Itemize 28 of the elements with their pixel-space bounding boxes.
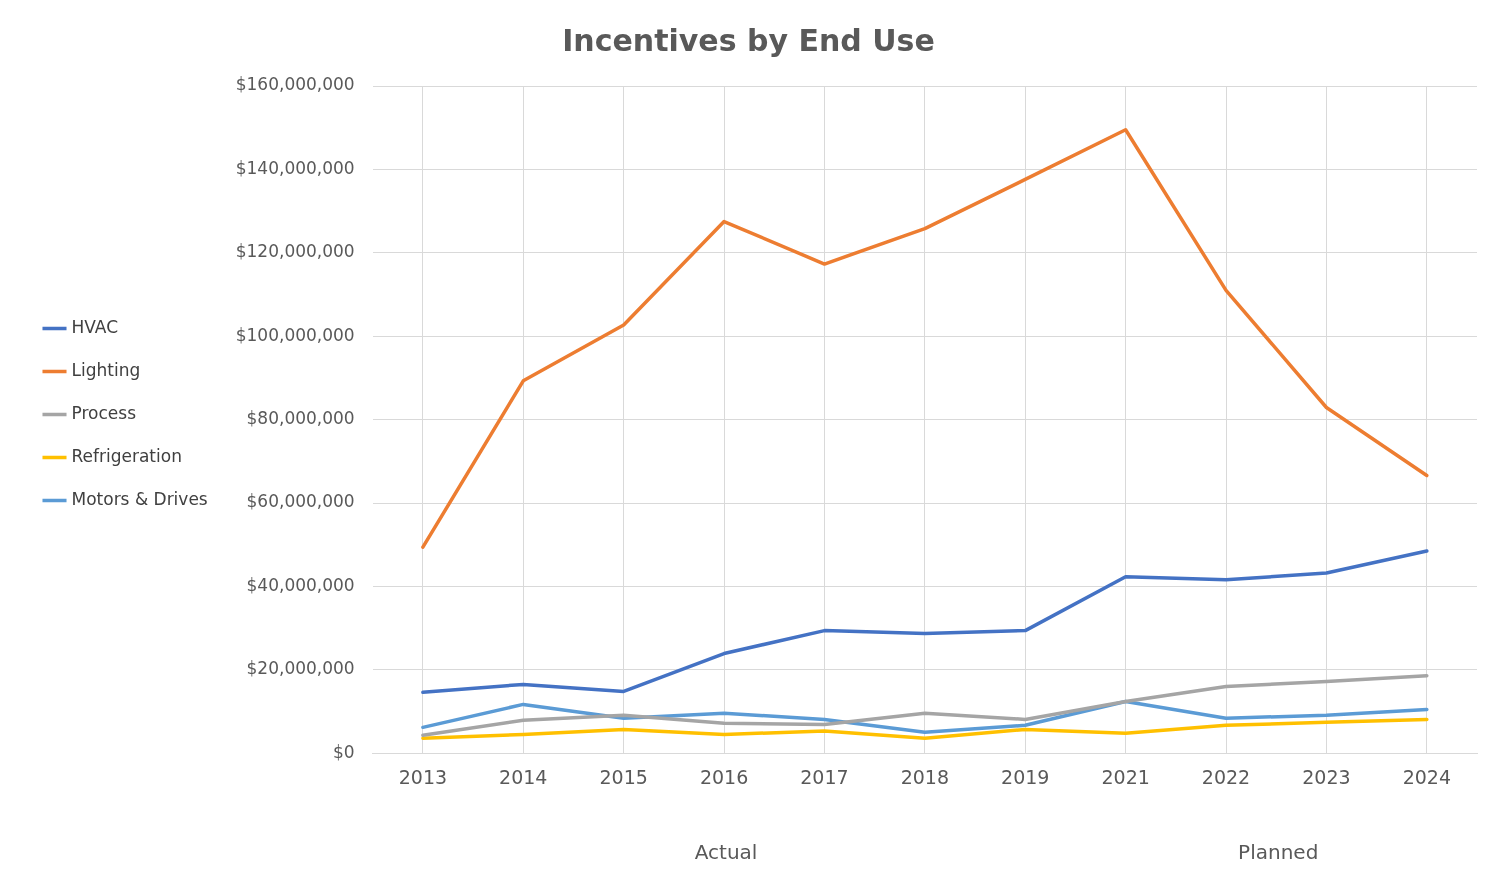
x-tick-label: 2013 [398,765,448,788]
x-tick-label: 2017 [800,765,849,788]
x-tick-label: 2015 [599,765,648,788]
x-tick-label: 2022 [1201,765,1251,788]
y-tick-label: $0 [333,741,355,762]
y-tick-label: $100,000,000 [235,324,355,345]
x-tick-label: 2014 [499,765,548,788]
x-tick-label: 2021 [1101,765,1150,788]
y-tick-label: $20,000,000 [246,658,355,679]
legend-label: Lighting [71,359,141,380]
y-tick-label: $160,000,000 [235,74,355,95]
y-tick-label: $60,000,000 [246,491,355,512]
text: Actual [694,840,758,865]
x-tick-label: 2018 [900,765,950,788]
legend-label: Motors & Drives [71,488,208,509]
x-tick-label: 2024 [1402,765,1451,788]
x-tick-label: 2023 [1302,765,1351,788]
x-tick-label: 2019 [1001,765,1050,788]
x-tick-label: 2016 [699,765,749,788]
y-tick-label: $140,000,000 [235,157,355,178]
legend-label: HVAC [71,316,119,337]
y-tick-label: $120,000,000 [235,241,355,262]
chart-title: Incentives by End Use [562,22,935,58]
y-tick-label: $80,000,000 [246,408,355,429]
y-tick-label: $40,000,000 [246,574,355,595]
legend-label: Refrigeration [71,445,182,466]
legend-label: Process [71,402,137,423]
text: Planned [1238,840,1319,865]
